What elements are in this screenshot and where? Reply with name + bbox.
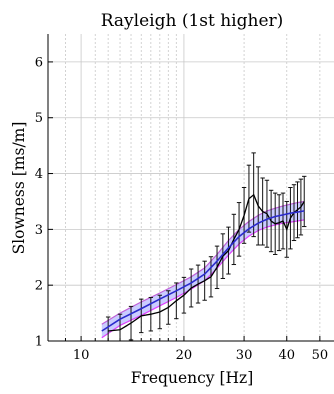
series-layer: [101, 152, 307, 341]
chart-title: Rayleigh (1st higher): [101, 11, 284, 31]
y-tick-label: 2: [35, 279, 43, 294]
y-axis-label: Slowness [ms/m]: [10, 122, 28, 255]
x-tick-label: 10: [73, 348, 90, 363]
x-tick-label: 40: [278, 348, 295, 363]
y-tick-label: 6: [35, 55, 43, 70]
x-tick-label: 20: [176, 348, 193, 363]
x-tick-label: 30: [236, 348, 253, 363]
x-tick-label: 50: [312, 348, 329, 363]
model-best-curve: [101, 210, 305, 332]
plot-area: 10 20 30 40 50 1 2 3 4 5 6: [35, 34, 334, 363]
y-tick-label: 5: [35, 111, 43, 126]
y-tick-label: 4: [35, 167, 43, 182]
x-axis-label: Frequency [Hz]: [131, 369, 254, 387]
observed-curve: [108, 193, 305, 332]
y-tick-label: 1: [35, 335, 43, 350]
y-tick-label: 3: [35, 223, 43, 238]
